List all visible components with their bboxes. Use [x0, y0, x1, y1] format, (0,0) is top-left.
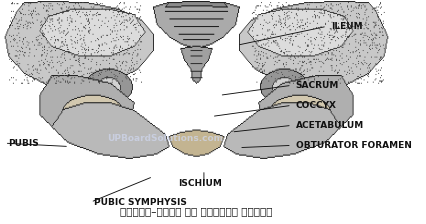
Text: SACRUM: SACRUM: [295, 81, 338, 90]
Text: ACETABULUM: ACETABULUM: [295, 121, 363, 130]
Text: COCCYX: COCCYX: [295, 101, 336, 110]
Text: PUBIS: PUBIS: [9, 139, 39, 148]
Text: OBTURATOR FORAMEN: OBTURATOR FORAMEN: [295, 141, 411, 150]
Text: ISCHIUM: ISCHIUM: [178, 179, 222, 188]
Text: ILEUM: ILEUM: [330, 22, 362, 31]
Text: चित्र–मानव की श्रोणि मेखला: चित्र–मानव की श्रोणि मेखला: [120, 207, 272, 217]
Text: UPBoardSolutions.com: UPBoardSolutions.com: [106, 134, 222, 143]
Text: PUBIC SYMPHYSIS: PUBIC SYMPHYSIS: [94, 198, 187, 207]
